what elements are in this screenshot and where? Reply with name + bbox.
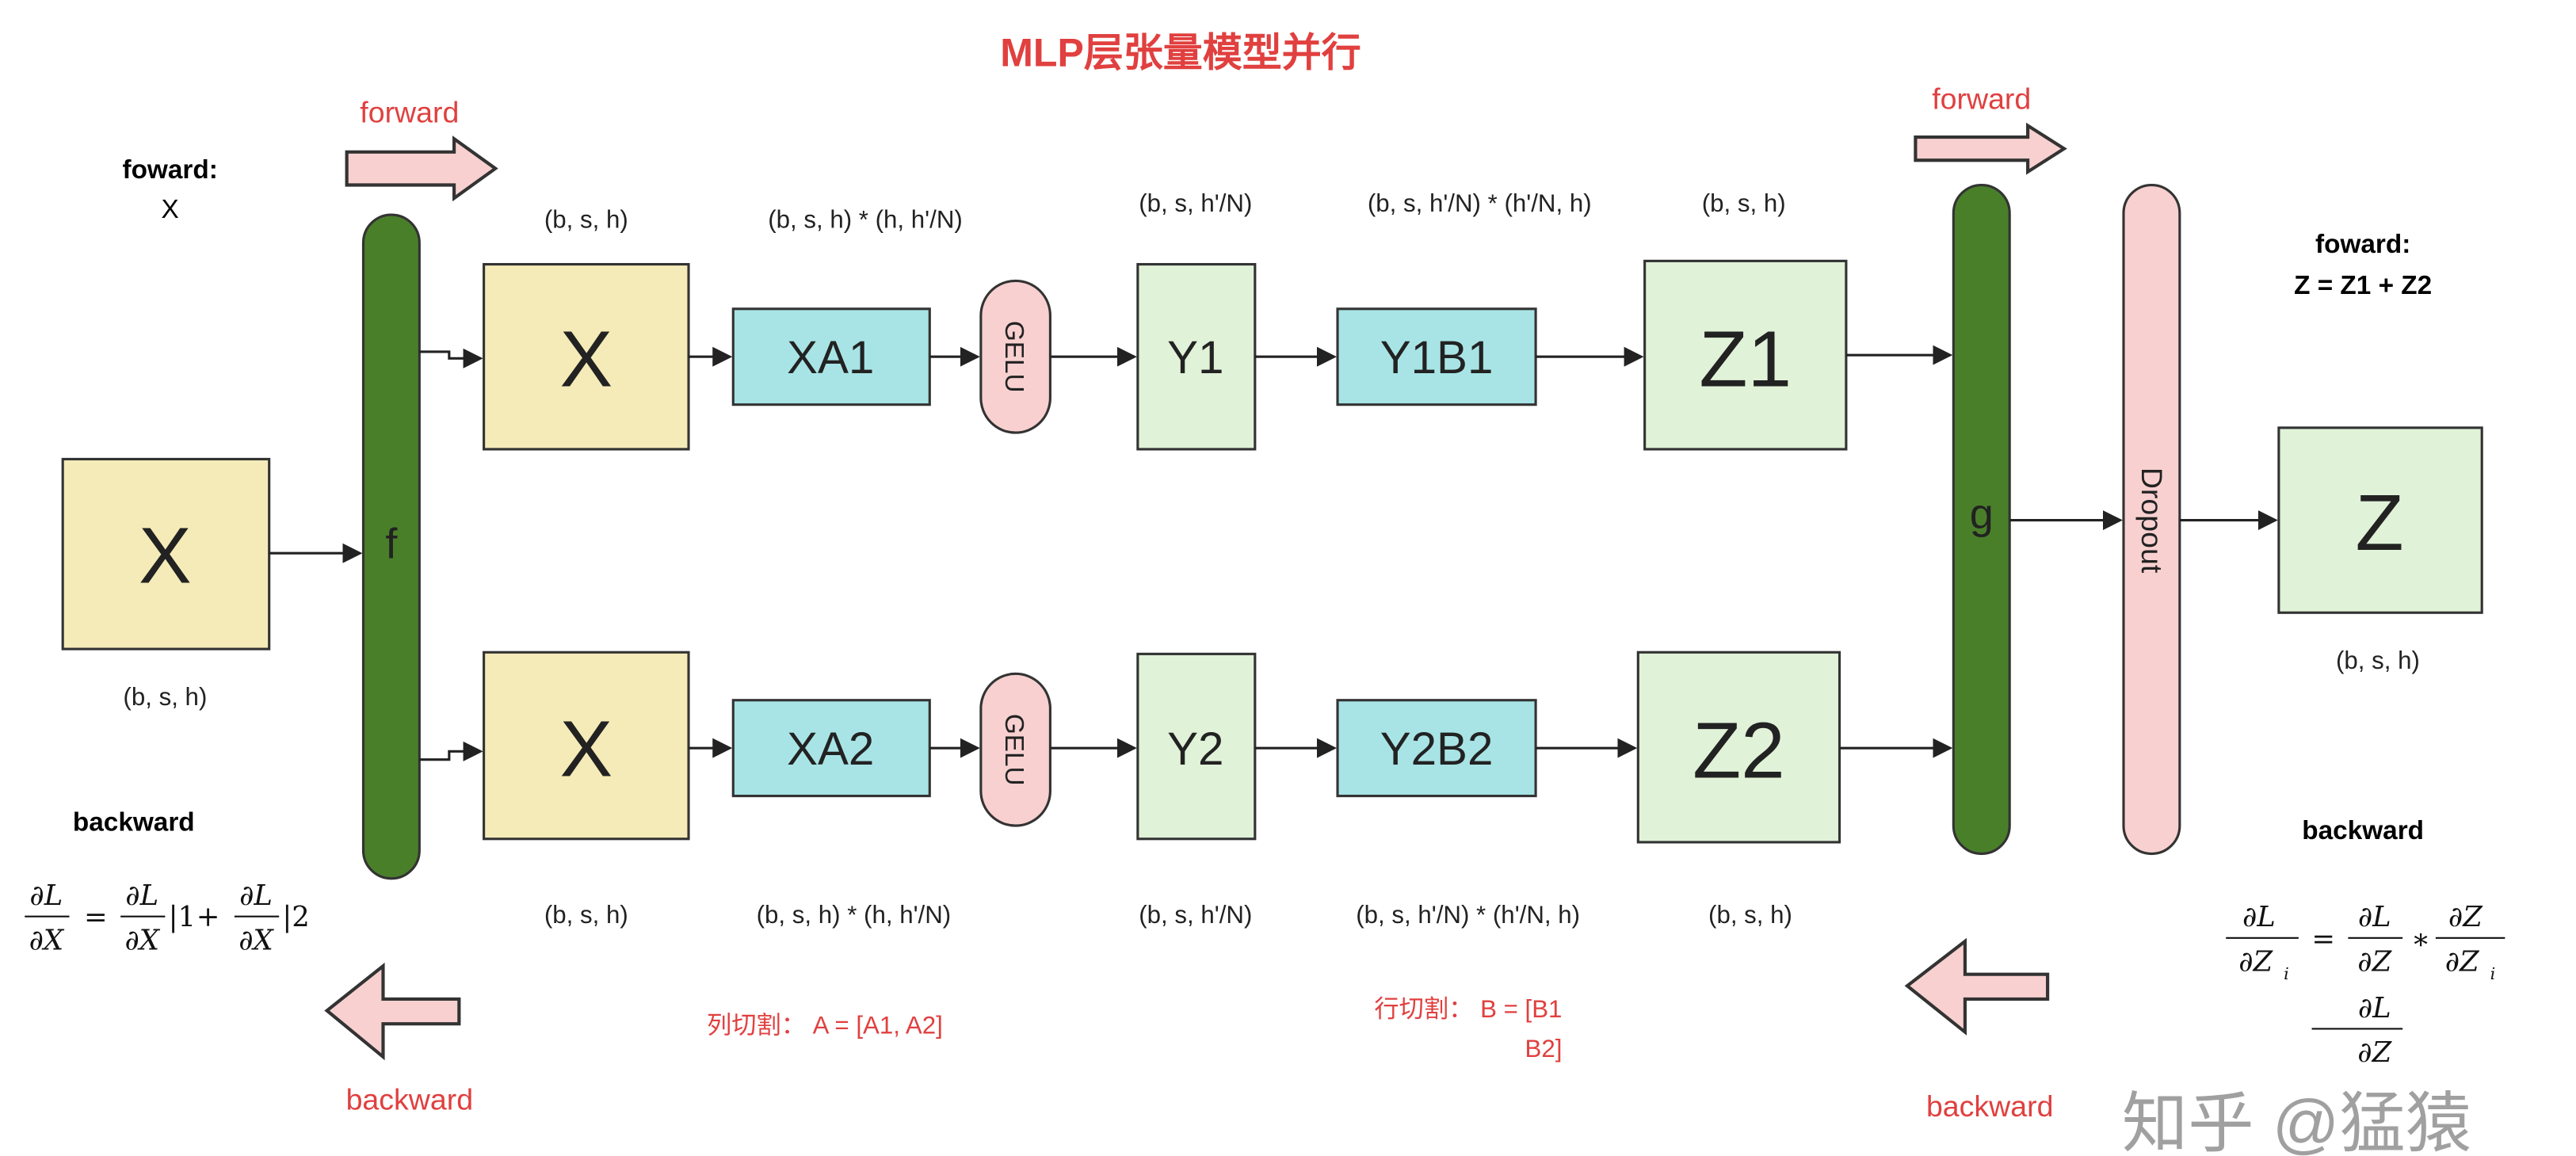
output-z-box — [2277, 426, 2483, 614]
shape-label: (b, s, h'/N) * (h'/N, h) — [1368, 189, 1592, 217]
formula-term: ∂L — [239, 879, 273, 912]
column-split-note: 列切割： A = [A1, A2] — [707, 1012, 943, 1040]
formula-term: i — [2284, 964, 2289, 983]
shape-label: (b, s, h) * (h, h'/N) — [757, 901, 952, 929]
backward-label-right: backward — [1926, 1089, 2054, 1123]
y1b1-label: Y1B1 — [1380, 332, 1494, 383]
x-box-label: X — [559, 705, 613, 794]
formula-term: + — [197, 901, 220, 933]
shape-label: (b, s, h) — [544, 901, 628, 929]
formula-term: ∂L — [2242, 901, 2276, 933]
y1-label: Y1 — [1167, 332, 1223, 383]
shape-label: (b, s, h'/N) — [1139, 189, 1252, 217]
forward-label-left: forward — [360, 95, 459, 128]
formula-term: ∂Z — [2357, 945, 2392, 978]
z1-label: Z1 — [1699, 315, 1792, 404]
formula-term: |2 — [282, 901, 309, 933]
forward-note-left: foward: — [122, 155, 217, 185]
xa1-label: XA1 — [787, 332, 874, 383]
row-split-note-line2: B2] — [1525, 1035, 1563, 1063]
gradient-formula-right: ∂L ∂Z i = ∂L ∂Z * ∂Z ∂Z i ∂L ∂Z — [2226, 901, 2505, 1069]
y2-box — [1136, 652, 1257, 841]
row-split-note-line1: 行切割： B = [B1 — [1374, 995, 1562, 1023]
formula-term: |1 — [169, 901, 196, 933]
arrow-f-to-bottom-x — [419, 741, 483, 761]
input-shape: (b, s, h) — [123, 683, 207, 711]
f-label: f — [385, 520, 398, 567]
x-box-label: X — [559, 315, 613, 404]
forward-label-right: forward — [1932, 82, 2031, 116]
shape-label: (b, s, h) * (h, h'/N) — [768, 206, 963, 234]
y2-label: Y2 — [1167, 723, 1223, 775]
formula-term: ∂Z — [2448, 901, 2483, 933]
dropout-label: Dropout — [2135, 467, 2169, 574]
formula-term: * — [2414, 929, 2428, 962]
backward-note-right: backward — [2302, 816, 2424, 845]
diagram-title: MLP层张量模型并行 — [1000, 30, 1361, 74]
g-label: g — [1970, 490, 1994, 538]
formula-term: ∂L — [125, 879, 158, 912]
y1-box — [1136, 262, 1257, 451]
forward-arrow-icon — [345, 135, 498, 202]
xa2-label: XA2 — [787, 723, 874, 775]
y2b2-box — [1336, 699, 1537, 798]
forward-arrow-icon — [1914, 122, 2067, 175]
formula-term: ∂L — [2358, 901, 2391, 933]
formula-term: ∂Z — [2445, 945, 2480, 978]
formula-term: ∂Z — [2357, 1036, 2392, 1069]
watermark: 知乎 @猛猿 — [2122, 1086, 2471, 1156]
y2b2-label: Y2B2 — [1380, 723, 1494, 775]
formula-term: ∂Z — [2238, 945, 2273, 978]
top-branch: (b, s, h) (b, s, h) * (h, h'/N) (b, s, h… — [483, 189, 1953, 451]
shape-label: (b, s, h) — [1702, 189, 1786, 217]
gelu-bottom — [979, 672, 1051, 827]
shape-label: (b, s, h'/N) — [1139, 901, 1252, 929]
xa2-box — [731, 699, 931, 798]
forward-note-right: foward: — [2315, 230, 2410, 259]
z2-box — [1636, 650, 1841, 844]
shape-label: (b, s, h'/N) * (h'/N, h) — [1356, 901, 1580, 929]
output-z-label: Z — [2355, 479, 2403, 567]
forward-eq-right: Z = Z1 + Z2 — [2294, 271, 2432, 300]
z2-label: Z2 — [1693, 707, 1785, 795]
formula-term: ∂L — [2358, 992, 2391, 1024]
f-bar — [361, 213, 421, 880]
formula-term: = — [2311, 922, 2335, 955]
bottom-branch: X XA2 GELU Y2 Y2B2 Z2 (b, s, h) (b, s, h… — [483, 650, 1953, 929]
formula-term: ∂X — [124, 924, 160, 956]
gelu-label: GELU — [999, 714, 1028, 786]
x-box-top — [483, 262, 690, 451]
output-shape: (b, s, h) — [2336, 647, 2420, 674]
z1-box — [1643, 259, 1848, 451]
shape-label: (b, s, h) — [1708, 901, 1792, 929]
formula-term: i — [2490, 964, 2496, 983]
shape-label: (b, s, h) — [544, 206, 628, 234]
input-x-box — [61, 457, 271, 650]
formula-term: ∂X — [239, 924, 274, 956]
forward-var-left: X — [162, 195, 179, 224]
formula-term: ∂L — [29, 879, 63, 912]
formula-term: ∂X — [29, 924, 65, 956]
backward-note-left: backward — [73, 807, 195, 837]
backward-arrow-icon — [1904, 937, 2050, 1036]
input-x-label: X — [139, 512, 192, 601]
formula-term: = — [84, 901, 108, 933]
gelu-label: GELU — [999, 321, 1028, 393]
gradient-formula-left: ∂L ∂X = ∂L ∂X |1 + ∂L ∂X |2 — [25, 879, 310, 956]
x-box-bottom — [483, 650, 690, 841]
backward-arrow-icon — [324, 962, 461, 1061]
backward-label-left: backward — [346, 1083, 474, 1116]
arrow-f-to-top-x — [419, 348, 483, 368]
